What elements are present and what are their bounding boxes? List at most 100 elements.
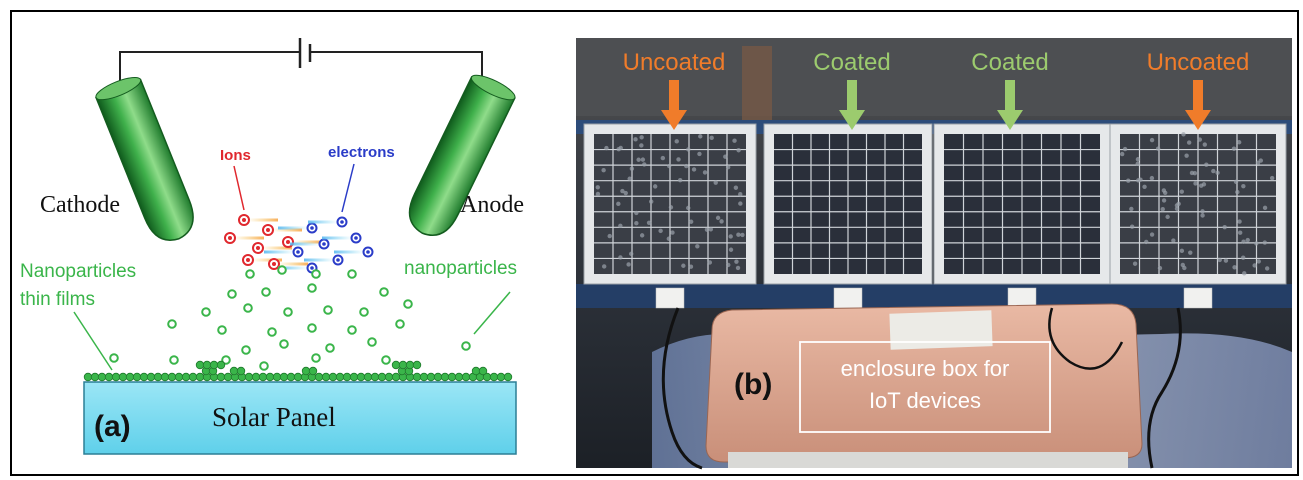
water-droplet xyxy=(1211,168,1216,174)
nanoparticle xyxy=(217,325,227,335)
water-droplet xyxy=(726,262,731,268)
water-droplet xyxy=(1179,189,1184,194)
water-droplet xyxy=(736,148,741,153)
water-droplet xyxy=(1242,271,1247,276)
water-droplet xyxy=(666,236,672,241)
nanoparticles-pointer xyxy=(473,291,511,335)
water-droplet xyxy=(1161,198,1167,203)
film-nanoparticle xyxy=(223,372,233,382)
film-nanoparticle xyxy=(503,372,513,382)
film-nanoparticle xyxy=(314,372,324,382)
water-droplet xyxy=(1155,146,1161,151)
water-droplet xyxy=(607,233,612,239)
water-droplet xyxy=(1192,170,1198,176)
water-droplet xyxy=(601,168,606,173)
nanoparticle xyxy=(307,283,317,293)
water-droplet xyxy=(1122,146,1128,152)
water-droplet xyxy=(1157,265,1163,271)
water-droplet xyxy=(1135,161,1140,166)
coating-label-4: Uncoated xyxy=(1147,49,1250,76)
cathode-electrode xyxy=(95,76,194,241)
water-droplet xyxy=(1223,258,1229,263)
water-droplet xyxy=(1262,240,1268,245)
water-droplet xyxy=(674,139,679,144)
water-droplet xyxy=(670,230,675,235)
electron-core xyxy=(354,236,358,240)
nanoparticle xyxy=(283,307,293,317)
nanoparticles-thin-films-line1: Nanoparticles xyxy=(20,261,136,282)
coating-arrow-head-4 xyxy=(1185,110,1211,130)
water-droplet xyxy=(623,190,628,196)
water-droplet xyxy=(688,264,694,269)
nanoparticle xyxy=(395,319,405,329)
film-nanoparticle xyxy=(139,372,149,382)
film-nanoparticle xyxy=(471,366,481,376)
water-droplet xyxy=(1256,259,1261,264)
film-nanoparticle xyxy=(90,372,100,382)
nanoparticle xyxy=(347,269,357,279)
film-nanoparticle xyxy=(398,360,408,370)
water-droplet xyxy=(601,264,607,269)
film-nanoparticle xyxy=(188,372,198,382)
nanoparticle xyxy=(227,289,237,299)
water-droplet xyxy=(704,227,710,232)
panel-tag xyxy=(833,287,863,309)
panel-tag xyxy=(655,287,685,309)
electron-core xyxy=(296,250,300,254)
film-nanoparticle xyxy=(202,360,212,370)
coating-label-1: Uncoated xyxy=(623,49,726,76)
ion-trail xyxy=(278,262,308,266)
solar-panel-photo-4 xyxy=(1109,123,1287,309)
water-droplet xyxy=(1180,262,1185,268)
film-nanoparticle xyxy=(181,372,191,382)
film-nanoparticle xyxy=(412,372,422,382)
water-droplet xyxy=(620,188,625,194)
film-nanoparticle xyxy=(478,366,488,376)
water-droplet xyxy=(1236,140,1242,145)
nanoparticle xyxy=(241,345,251,355)
water-droplet xyxy=(740,232,745,238)
film-nanoparticle xyxy=(321,372,331,382)
electron-trail xyxy=(290,242,320,246)
film-nanoparticle xyxy=(132,372,142,382)
water-droplet xyxy=(1231,146,1237,151)
film-nanoparticle xyxy=(377,372,387,382)
film-nanoparticle xyxy=(272,372,282,382)
water-droplet xyxy=(686,205,691,211)
film-nanoparticle xyxy=(301,366,311,376)
film-nanoparticle xyxy=(363,372,373,382)
water-droplet xyxy=(1262,205,1268,211)
coating-arrow-head-1 xyxy=(661,110,687,130)
water-droplet xyxy=(681,263,686,268)
falling-nanoparticles xyxy=(109,265,471,371)
film-nanoparticle xyxy=(195,372,205,382)
film-nanoparticle xyxy=(160,372,170,382)
cable-right xyxy=(1147,307,1182,469)
water-droplet xyxy=(1204,162,1209,167)
water-droplet xyxy=(627,176,632,181)
water-droplet xyxy=(1160,206,1165,212)
water-droplet xyxy=(1245,237,1250,243)
water-droplet xyxy=(595,185,600,190)
film-nanoparticle xyxy=(216,372,226,382)
ion-core xyxy=(242,218,246,222)
nanoparticle xyxy=(323,305,333,315)
cable-left xyxy=(661,307,703,470)
film-nanoparticle xyxy=(349,372,359,382)
water-droplet xyxy=(658,228,663,234)
film-nanoparticle xyxy=(286,372,296,382)
nanoparticle xyxy=(261,287,271,297)
nanoparticle xyxy=(243,303,253,313)
water-droplet xyxy=(707,260,713,265)
water-droplet xyxy=(1135,157,1141,162)
nanoparticle xyxy=(311,269,321,279)
water-droplet xyxy=(1135,178,1141,183)
water-droplet xyxy=(639,135,644,140)
water-droplet xyxy=(1200,213,1205,218)
film-nanoparticle xyxy=(461,372,471,382)
electron-trail xyxy=(334,250,364,254)
water-droplet xyxy=(738,201,743,206)
nanoparticle xyxy=(167,319,177,329)
water-droplet xyxy=(634,220,639,226)
water-droplet xyxy=(595,191,601,197)
